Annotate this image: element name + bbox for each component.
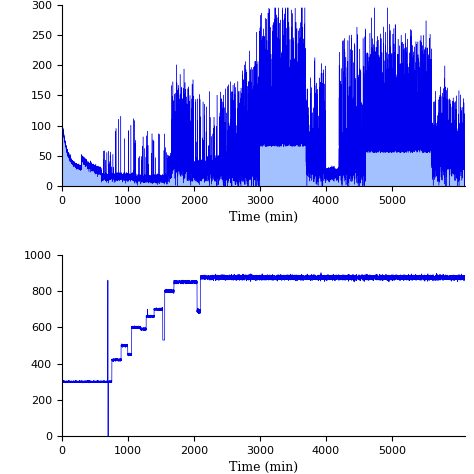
X-axis label: Time (min): Time (min) (228, 211, 298, 224)
X-axis label: Time (min): Time (min) (228, 461, 298, 474)
